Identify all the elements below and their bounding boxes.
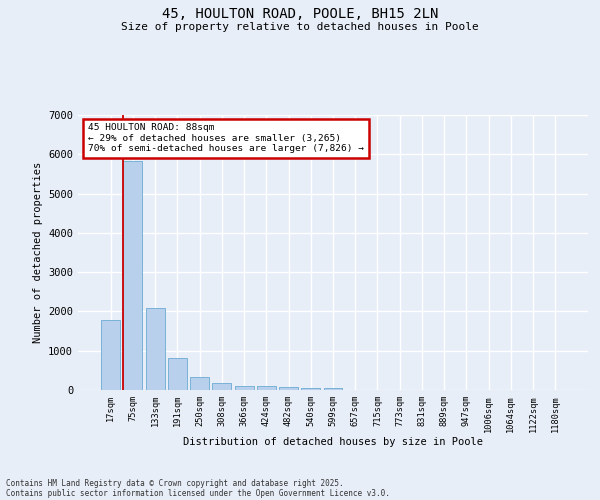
Bar [212, 383, 231, 390]
X-axis label: Distribution of detached houses by size in Poole: Distribution of detached houses by size … [183, 437, 483, 447]
Text: Contains public sector information licensed under the Open Government Licence v3: Contains public sector information licen… [6, 488, 390, 498]
Bar [168, 358, 187, 390]
Bar [190, 376, 209, 390]
Text: 45, HOULTON ROAD, POOLE, BH15 2LN: 45, HOULTON ROAD, POOLE, BH15 2LN [162, 8, 438, 22]
Bar [257, 386, 276, 390]
Text: Contains HM Land Registry data © Crown copyright and database right 2025.: Contains HM Land Registry data © Crown c… [6, 478, 344, 488]
Bar [301, 388, 320, 390]
Bar [323, 388, 343, 390]
Text: 45 HOULTON ROAD: 88sqm
← 29% of detached houses are smaller (3,265)
70% of semi-: 45 HOULTON ROAD: 88sqm ← 29% of detached… [88, 123, 364, 153]
Bar [279, 387, 298, 390]
Bar [101, 320, 120, 390]
Bar [235, 386, 254, 390]
Text: Size of property relative to detached houses in Poole: Size of property relative to detached ho… [121, 22, 479, 32]
Y-axis label: Number of detached properties: Number of detached properties [32, 162, 43, 343]
Bar [124, 162, 142, 390]
Bar [146, 308, 164, 390]
